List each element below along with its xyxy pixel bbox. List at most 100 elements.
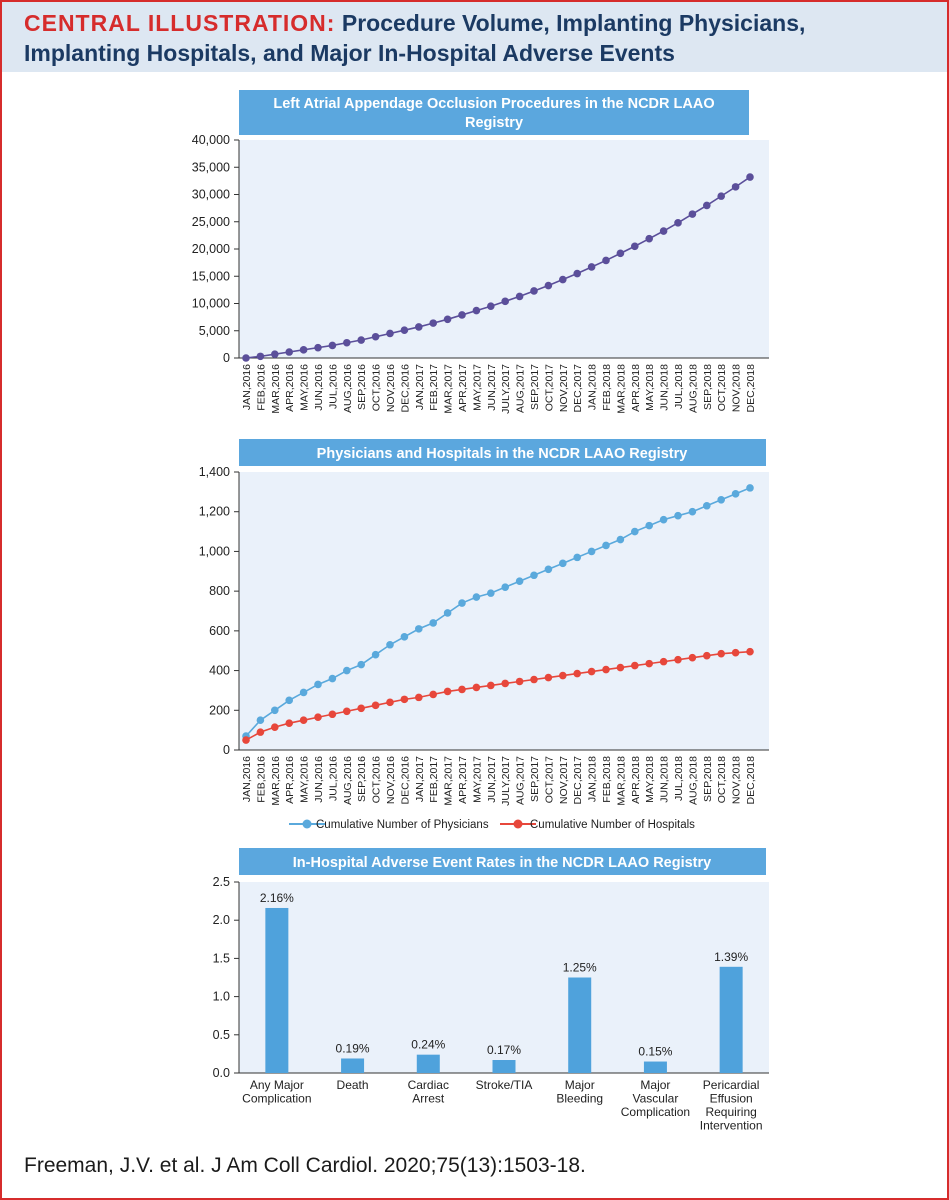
procedures-y-tick-label: 0 — [223, 351, 230, 365]
physicians-series-1-point — [501, 583, 510, 591]
adverse-x-category-label: Complication — [621, 1105, 690, 1119]
physicians-x-tick-label: APR,2017 — [457, 756, 469, 804]
physicians-series-2-point — [731, 648, 740, 657]
procedures-x-tick-label: JUN,2016 — [313, 364, 325, 411]
physicians-series-1-point — [299, 688, 308, 697]
procedures-x-tick-label: AUG,2016 — [342, 364, 354, 413]
physicians-x-tick-label: MAY,2016 — [299, 756, 311, 803]
physicians-y-tick-label: 600 — [209, 624, 230, 638]
adverse-bar-value-label: 0.24% — [411, 1038, 445, 1052]
physicians-x-tick-label: SEP,2016 — [356, 756, 368, 802]
physicians-x-tick-label: JUN,2018 — [659, 756, 671, 803]
physicians-x-tick-label: JUN,2016 — [313, 756, 325, 803]
physicians-series-1-point — [256, 716, 265, 725]
physicians-x-tick-label: APR,2018 — [630, 756, 642, 804]
physicians-series-2-point — [328, 710, 337, 719]
physicians-x-tick-label: MAY,2017 — [471, 756, 483, 803]
physicians-series-2-point — [688, 653, 697, 662]
procedures-y-tick-label: 35,000 — [192, 160, 230, 174]
physicians-y-tick-label: 1,000 — [199, 544, 230, 558]
procedures-series-1-point — [357, 336, 366, 344]
physicians-series-1-point — [285, 696, 294, 705]
procedures-x-tick-label: JAN,2018 — [587, 364, 599, 410]
procedures-x-tick-label: NOV,2017 — [558, 364, 570, 412]
physicians-series-1-point — [429, 619, 438, 627]
physicians-series-2-point — [242, 736, 250, 744]
procedures-x-tick-label: DEC,2016 — [399, 364, 411, 413]
procedures-y-tick-label: 5,000 — [199, 324, 230, 338]
physicians-series-1-point — [746, 484, 754, 492]
legend-hospitals-marker — [513, 819, 523, 829]
procedures-x-tick-label: NOV,2018 — [731, 364, 743, 412]
physicians-series-1-point — [602, 541, 610, 550]
physicians-series-1-point — [688, 507, 697, 516]
physicians-series-2-point — [386, 698, 394, 707]
adverse-x-category-label: Major — [565, 1078, 595, 1092]
adverse-x-category-label: Intervention — [700, 1119, 763, 1133]
header-title-text-1: Procedure Volume, Implanting Physicians, — [341, 10, 806, 36]
physicians-chart-title: Physicians and Hospitals in the NCDR LAA… — [317, 446, 688, 462]
physicians-x-tick-label: NOV,2017 — [558, 756, 570, 804]
physicians-series-2-point — [285, 719, 294, 727]
physicians-series-2-point — [544, 673, 553, 682]
adverse-chart-title-bar — [239, 848, 766, 875]
adverse-x-category-label: Any Major — [250, 1078, 304, 1092]
adverse-x-category-label: Vascular — [633, 1092, 679, 1106]
procedures-series-1-point — [573, 269, 581, 278]
physicians-series-2-point — [530, 675, 538, 684]
physicians-series-2-point — [299, 716, 308, 725]
physicians-series-1-point — [386, 640, 394, 649]
procedures-x-tick-label: JUL,2016 — [327, 364, 339, 409]
procedures-series-1-point — [674, 219, 682, 227]
procedures-x-tick-label: MAR,2018 — [615, 364, 627, 414]
physicians-x-tick-label: DEC,2018 — [745, 756, 757, 805]
physicians-x-tick-label: NOV,2016 — [385, 756, 397, 804]
physicians-x-tick-label: JAN,2016 — [241, 756, 253, 802]
adverse-bar — [643, 1061, 667, 1073]
physicians-series-1-point — [616, 535, 625, 544]
procedures-x-tick-label: OCT,2018 — [716, 364, 728, 411]
adverse-y-tick-label: 0.0 — [213, 1066, 230, 1080]
physicians-series-1-point — [343, 666, 351, 675]
adverse-chart-title: In-Hospital Adverse Event Rates in the N… — [293, 855, 711, 871]
physicians-series-1-point — [415, 625, 423, 633]
citation: Freeman, J.V. et al. J Am Coll Cardiol. … — [24, 1154, 586, 1177]
adverse-bar — [719, 966, 743, 1073]
adverse-events-chart: In-Hospital Adverse Event Rates in the N… — [213, 848, 769, 1133]
physicians-series-1-point — [472, 593, 481, 601]
header-title-line-2: Implanting Hospitals, and Major In-Hospi… — [24, 40, 675, 66]
physicians-y-tick-label: 800 — [209, 584, 230, 598]
procedures-x-tick-label: MAY,2018 — [644, 364, 656, 411]
procedures-chart: Left Atrial Appendage Occlusion Procedur… — [192, 90, 769, 414]
physicians-x-tick-label: OCT,2016 — [371, 756, 383, 803]
physicians-series-2-point — [415, 693, 423, 702]
physicians-x-tick-label: FEB,2018 — [601, 756, 613, 803]
procedures-x-tick-label: JAN,2016 — [241, 364, 253, 410]
header-title-line-1: CENTRAL ILLUSTRATION: Procedure Volume, … — [24, 10, 805, 37]
procedures-series-1-point — [717, 192, 725, 200]
physicians-series-2-point — [400, 695, 409, 704]
procedures-series-1-point — [645, 234, 653, 243]
physicians-series-1-point — [674, 511, 682, 520]
physicians-x-tick-label: MAY,2018 — [644, 756, 656, 803]
physicians-x-tick-label: DEC,2017 — [572, 756, 584, 805]
physicians-series-1-point — [515, 577, 524, 586]
procedures-x-tick-label: DEC,2017 — [572, 364, 584, 413]
procedures-chart-title-bar — [239, 90, 749, 135]
physicians-y-tick-label: 200 — [209, 703, 230, 717]
physicians-series-2-point — [616, 663, 625, 672]
procedures-x-tick-label: FEB,2017 — [428, 364, 440, 411]
adverse-bar-value-label: 1.25% — [563, 961, 597, 975]
physicians-series-1-point — [314, 680, 322, 689]
procedures-x-tick-label: JUN,2017 — [486, 364, 498, 411]
adverse-bar-value-label: 0.19% — [336, 1041, 370, 1055]
procedures-x-tick-label: MAY,2016 — [299, 364, 311, 411]
adverse-bar-value-label: 0.15% — [638, 1045, 672, 1059]
physicians-series-2-point — [515, 677, 524, 686]
physicians-y-tick-label: 1,400 — [199, 465, 230, 479]
physicians-y-tick-label: 0 — [223, 743, 230, 757]
procedures-x-tick-label: JAN,2017 — [414, 364, 426, 410]
physicians-series-2-point — [703, 651, 711, 660]
procedures-series-1-point — [328, 341, 337, 350]
